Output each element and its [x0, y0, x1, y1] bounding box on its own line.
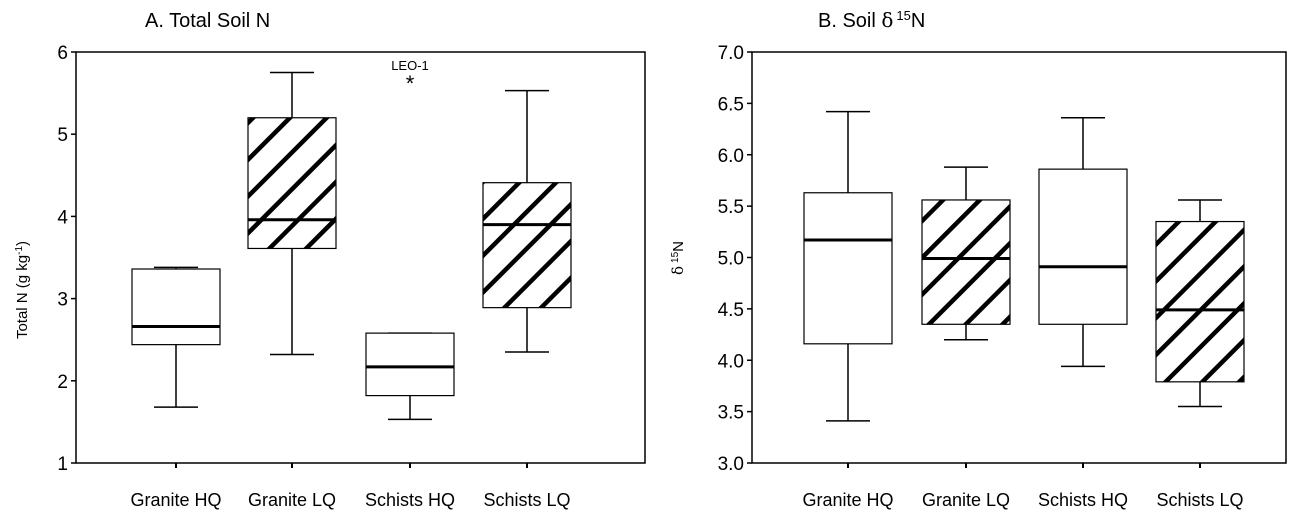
panel-a-y-axis-label: Total N (g kg-1)	[14, 241, 32, 339]
panel-a-outlier-label: LEO-1	[391, 58, 429, 73]
panel-a-y-tick-label: 6	[57, 43, 68, 64]
panel-a-box-3	[365, 332, 455, 421]
panel-b-title-main: B. Soil	[818, 10, 881, 32]
panel-b-x-tick-label: Granite HQ	[802, 490, 893, 510]
panel-b-boxes	[803, 110, 1245, 422]
panel-b-soil-delta15n: B. Soil δ 15N δ15N 3.03.54.04.55.05.56.06…	[669, 8, 1287, 510]
panel-b-title-delta: δ	[881, 8, 893, 32]
panel-b-y-axis-label-sup: 15	[670, 251, 681, 263]
box-iqr	[365, 332, 455, 397]
panel-b-x-ticks: Granite HQ Granite LQ Schists HQ Schists LQ	[802, 463, 1244, 510]
panel-b-y-tick-label: 5.0	[718, 249, 744, 270]
panel-a-total-soil-n: A. Total Soil N Total N (g kg-1) 123456 …	[14, 10, 646, 510]
box-iqr	[131, 268, 221, 346]
panel-a-x-tick-label: Granite LQ	[248, 490, 336, 510]
panel-a-box-4	[482, 89, 572, 353]
box-iqr	[921, 199, 1011, 325]
panel-a-y-tick-label: 1	[57, 454, 68, 475]
panel-b-y-axis-label: δ 15N	[669, 241, 687, 275]
panel-b-x-tick-label: Schists HQ	[1038, 490, 1128, 510]
panel-b-y-tick-label: 4.5	[718, 300, 744, 321]
panel-b-box-2	[921, 166, 1011, 341]
panel-b-y-ticks: 3.0 3.5 4.0 4.5 5.0 5.5 6.0 6.5 7.0	[718, 43, 752, 475]
panel-a-y-tick-label: 3	[57, 290, 68, 311]
panel-a-plot-frame	[75, 51, 646, 464]
panel-b-box-3	[1038, 117, 1128, 368]
panel-a-title: A. Total Soil N	[145, 10, 270, 32]
box-iqr	[482, 182, 572, 309]
panel-b-y-tick-label: 6.0	[718, 146, 744, 167]
panel-a-x-ticks: Granite HQ Granite LQ Schists HQ Schists LQ	[130, 463, 571, 510]
panel-a-y-tick-label: 5	[57, 125, 68, 146]
box-iqr	[1038, 168, 1128, 325]
panel-b-box-1	[803, 110, 893, 422]
panel-a-outlier-marker: *	[406, 71, 415, 96]
panel-b-x-tick-label: Granite LQ	[922, 490, 1010, 510]
box-iqr	[1155, 220, 1245, 383]
panel-a-x-tick-label: Granite HQ	[130, 490, 221, 510]
panel-b-title-sup: 15	[896, 8, 910, 23]
panel-a-y-axis-label-sup: -1	[14, 246, 25, 255]
panel-b-y-axis-label-delta: δ	[669, 266, 687, 275]
panel-b-y-tick-label: 3.0	[718, 454, 744, 475]
box-iqr	[803, 192, 893, 345]
panel-b-title: B. Soil δ 15N	[818, 8, 925, 33]
panel-a-boxes: *LEO-1	[131, 58, 572, 421]
panel-a-y-axis-label-main: Total N (g kg	[14, 255, 31, 339]
panel-b-y-tick-label: 3.5	[718, 403, 744, 424]
panel-b-y-tick-label: 6.5	[718, 94, 744, 115]
panel-b-y-axis-label-end: N	[670, 241, 687, 252]
panel-b-title-end: N	[911, 10, 925, 32]
panel-a-box-1	[131, 266, 221, 408]
panel-a-x-tick-label: Schists LQ	[483, 490, 570, 510]
panel-a-y-tick-label: 2	[57, 372, 68, 393]
panel-b-box-4	[1155, 199, 1245, 408]
panel-a-y-tick-label: 4	[57, 207, 68, 228]
panel-a-y-axis-label-end: )	[14, 241, 31, 246]
panel-b-y-tick-label: 7.0	[718, 43, 744, 64]
panel-a-box-2	[247, 71, 337, 356]
box-iqr	[247, 117, 337, 250]
panel-b-x-tick-label: Schists LQ	[1156, 490, 1243, 510]
panel-b-y-tick-label: 4.0	[718, 351, 744, 372]
panel-a-y-ticks: 1 2 3 4 5 6	[57, 43, 76, 475]
panel-a-x-tick-label: Schists HQ	[365, 490, 455, 510]
panel-b-y-tick-label: 5.5	[718, 197, 744, 218]
